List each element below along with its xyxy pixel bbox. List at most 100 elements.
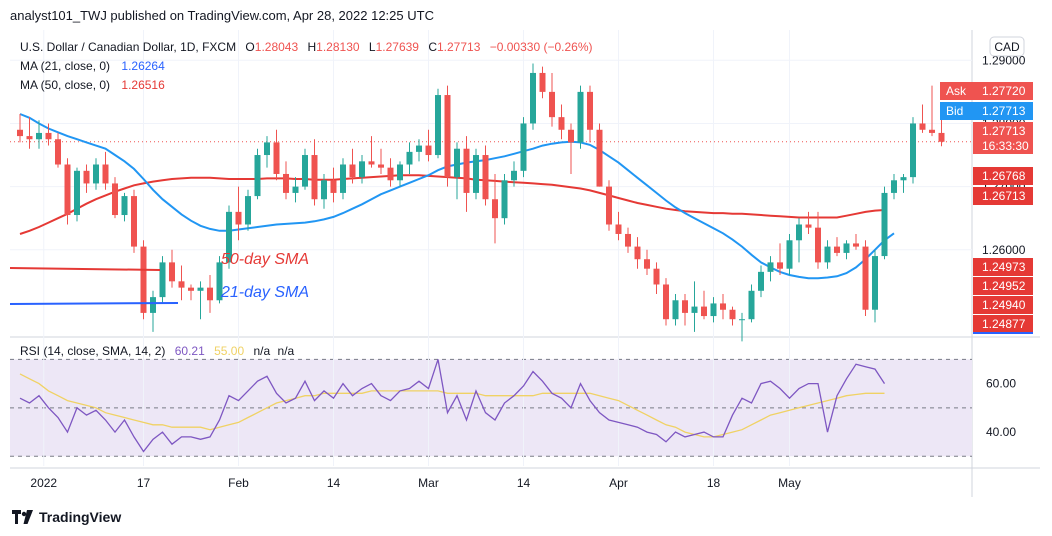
level-2: 1.24952 [982, 279, 1026, 293]
candle-body [55, 139, 61, 165]
level-3: 1.24940 [982, 298, 1026, 312]
rsi-na-1: n/a [253, 344, 270, 358]
candle-body [178, 281, 185, 288]
candle-body [577, 91, 584, 143]
sma50-annotation: 50-day SMA [221, 251, 309, 268]
tradingview-logo-icon [12, 510, 33, 524]
candle-body [929, 129, 935, 133]
candle-body [919, 123, 926, 130]
sma50-annotation-line [9, 267, 161, 271]
time-tick-label: Apr [609, 476, 628, 490]
ask-label: Ask [946, 84, 967, 98]
candle-body [425, 145, 432, 156]
candle-body [910, 123, 916, 178]
candle-body [321, 180, 327, 200]
candle-body [862, 246, 869, 310]
last-price-badge: 1.27713 16:33:30 [973, 122, 1033, 154]
time-tick-label: 17 [137, 476, 151, 490]
candle-body [131, 196, 137, 247]
candle-body [197, 287, 204, 291]
ohlc-o-label: O [245, 40, 254, 54]
candle-body [824, 246, 831, 263]
ma21-badge-value: 1.26713 [982, 189, 1026, 203]
candle-body [463, 148, 470, 193]
sma21-annotation-line [9, 302, 179, 305]
ask-value: 1.27720 [982, 84, 1026, 98]
time-tick-label: 2022 [30, 476, 57, 490]
ohlc-c-label: C [428, 40, 437, 54]
rsi-sma-line [19, 373, 885, 438]
candle-body [520, 123, 527, 171]
candle-body [568, 129, 574, 143]
candle-body [615, 224, 622, 234]
candle-body [558, 117, 565, 130]
candle-body [606, 186, 612, 225]
candle-body [758, 271, 764, 291]
candle-body [596, 129, 603, 187]
price-tick-label: 1.26000 [982, 243, 1026, 257]
candle-body [112, 183, 118, 216]
ma-badges: 1.26768 1.26713 [973, 167, 1033, 205]
candle-body [245, 196, 251, 225]
ma50-badge-value: 1.26768 [982, 169, 1026, 183]
candle-body [549, 91, 555, 118]
candle-body [587, 91, 593, 130]
candle-body [311, 155, 318, 200]
candle-body [406, 151, 413, 165]
candle-body [539, 72, 546, 92]
candle-body [397, 164, 403, 181]
candle-body [74, 170, 80, 216]
level-badges: 1.24973 1.24952 1.24940 1.24877 [973, 258, 1033, 334]
candle-body [843, 243, 850, 253]
time-tick-label: 14 [517, 476, 531, 490]
tradingview-logo[interactable]: TradingView [12, 509, 121, 525]
bid-label: Bid [946, 104, 963, 118]
svg-text:MA (21, close, 0) 1.2626: MA (21, close, 0) 1.26264 [20, 59, 165, 73]
rsi-tick-label: 60.00 [986, 377, 1016, 391]
candle-body [121, 196, 128, 216]
ohlc-h-label: H [308, 40, 317, 54]
candle-body [368, 161, 375, 165]
rsi-tick-label: 40.00 [986, 425, 1016, 439]
candle-body [207, 287, 213, 301]
rsi-axis: 60.00 40.00 [986, 377, 1016, 439]
candle-body [226, 211, 232, 263]
ohlc-c: 1.27713 [437, 40, 481, 54]
candle-body [45, 132, 52, 140]
candle-body [36, 132, 42, 140]
candle-body [767, 262, 774, 272]
time-tick-label: May [778, 476, 801, 490]
candle-body [881, 192, 888, 257]
candle-body [891, 180, 897, 193]
ma21-label: MA (21, close, 0) [20, 59, 110, 73]
candle-body [473, 155, 479, 193]
candle-body [634, 246, 641, 260]
candle-body [26, 136, 33, 140]
candle-body [853, 243, 859, 247]
candle-body [815, 227, 821, 263]
ohlc-change: −0.00330 (−0.26%) [490, 40, 593, 54]
currency-button[interactable]: CAD [989, 36, 1025, 57]
time-tick-label: Mar [418, 476, 439, 490]
time-tick-label: 18 [707, 476, 721, 490]
candle-body [710, 303, 717, 317]
candle-body [264, 142, 270, 156]
rsi-na-2: n/a [278, 344, 295, 358]
candle-body [216, 262, 223, 301]
candle-body [672, 300, 679, 320]
ma50-value: 1.26516 [121, 78, 165, 92]
ma50-label: MA (50, close, 0) [20, 78, 110, 92]
ma50-line [19, 174, 885, 235]
candle-body [387, 167, 394, 181]
candle-body [140, 246, 147, 313]
candle-body [625, 233, 631, 247]
candle-body [330, 180, 337, 193]
candle-body [834, 246, 840, 253]
candle-body [188, 287, 194, 291]
candle-body [805, 224, 812, 228]
candle-body [938, 132, 945, 142]
candle-body [254, 155, 261, 197]
candle-body [378, 164, 384, 168]
candle-body [682, 300, 688, 313]
